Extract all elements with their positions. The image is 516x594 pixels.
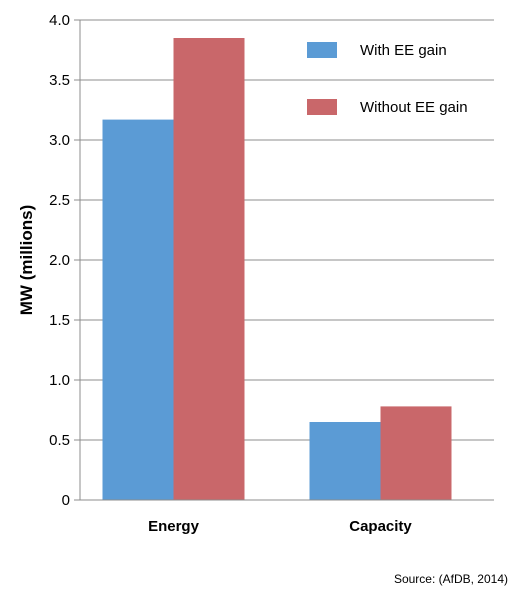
bar-energy-with-ee [102, 119, 174, 500]
y-tick-labels: 0 0.5 1.0 1.5 2.0 2.5 3.0 3.5 4.0 [49, 12, 70, 509]
bar-energy-without-ee [173, 38, 245, 500]
x-category-labels: Energy Capacity [148, 518, 412, 535]
y-tick-label: 1.0 [49, 372, 70, 389]
y-axis-label: MW (millions) [17, 205, 36, 315]
legend-swatch [307, 99, 337, 115]
legend-label: With EE gain [360, 42, 447, 59]
y-tick-label: 1.5 [49, 312, 70, 329]
source-note: Source: (AfDB, 2014) [394, 572, 508, 586]
x-category-label: Capacity [349, 518, 412, 535]
bars [102, 38, 452, 500]
y-tick-label: 0 [62, 492, 70, 509]
legend-swatch [307, 42, 337, 58]
y-tick-label: 4.0 [49, 12, 70, 29]
bar-capacity-without-ee [380, 406, 452, 500]
x-category-label: Energy [148, 518, 200, 535]
y-tick-label: 0.5 [49, 432, 70, 449]
bar-capacity-with-ee [309, 422, 381, 500]
y-tick-label: 3.5 [49, 72, 70, 89]
y-tick-label: 2.5 [49, 192, 70, 209]
legend: With EE gain Without EE gain [307, 42, 468, 116]
y-tick-label: 2.0 [49, 252, 70, 269]
y-tick-label: 3.0 [49, 132, 70, 149]
legend-label: Without EE gain [360, 99, 468, 116]
